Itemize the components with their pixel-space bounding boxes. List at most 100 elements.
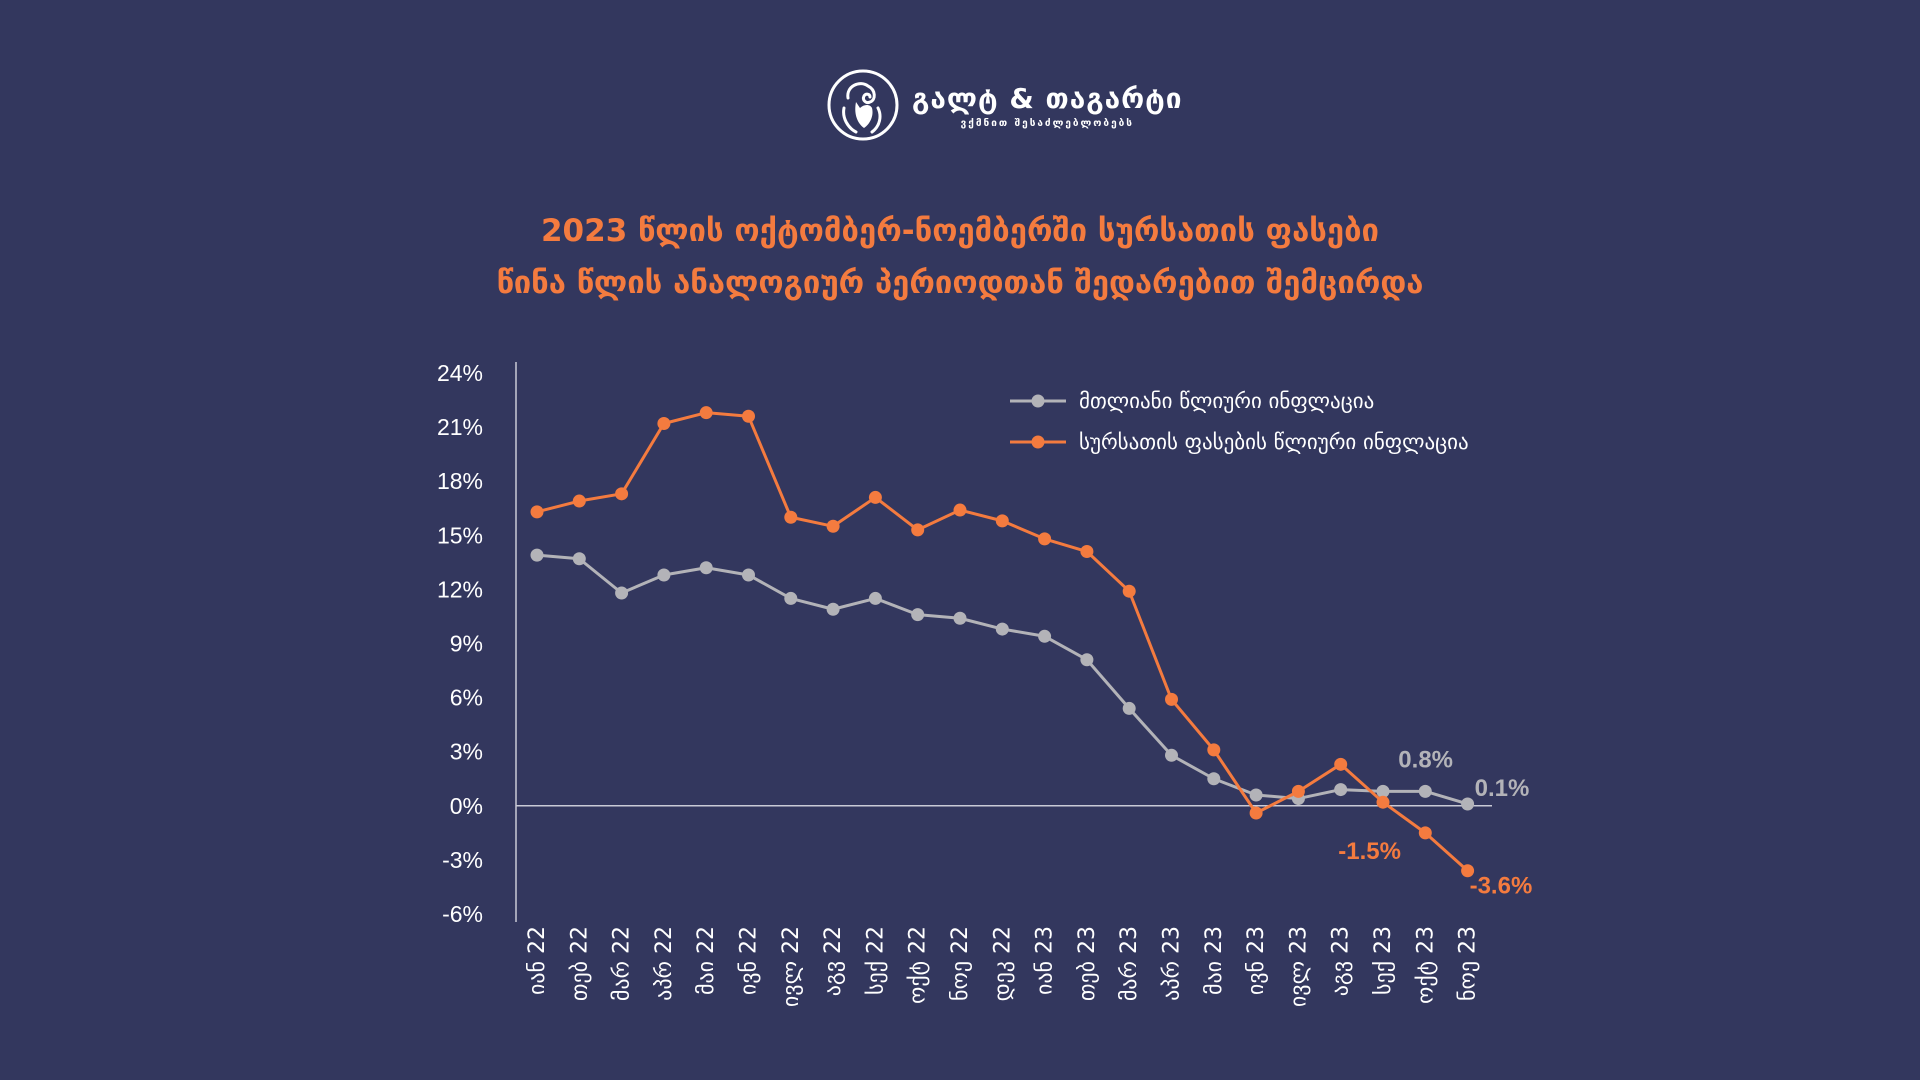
x-tick-label: დეკ 22 — [990, 926, 1015, 1001]
y-tick-label: 0% — [450, 793, 483, 819]
data-point — [1080, 653, 1094, 667]
legend-label: მთლიანი წლიური ინფლაცია — [1079, 389, 1374, 413]
data-point — [1038, 629, 1052, 643]
data-point — [742, 409, 755, 423]
data-point — [1122, 701, 1136, 715]
data-point — [1122, 584, 1136, 598]
title-line-2: წინა წლის ანალოგიურ პერიოდთან შედარებით … — [496, 265, 1424, 301]
data-point — [1418, 826, 1432, 840]
series-line — [536, 553, 1469, 806]
data-point — [572, 552, 586, 566]
data-point — [826, 602, 840, 616]
ram-logo-icon — [827, 69, 899, 141]
data-point — [1249, 788, 1263, 802]
data-point — [1418, 784, 1432, 798]
data-point — [1334, 783, 1348, 797]
x-tick-label: სექ 22 — [863, 926, 888, 995]
data-point — [530, 505, 544, 519]
data-point — [615, 586, 629, 600]
x-tick-label: ივლ 23 — [1286, 926, 1311, 1007]
y-tick-label: -3% — [442, 847, 483, 873]
x-tick-label: აპრ 22 — [652, 926, 677, 1001]
data-point — [995, 514, 1009, 528]
data-annotation: 0.1% — [1475, 775, 1530, 802]
y-axis-ticks: 24% 21% 18% 15% 12% 9% 6% 3% 0% -3% -6% — [437, 360, 483, 927]
title-line-1: 2023 წლის ოქტომბერ-ნოემბერში სურსათის ფა… — [540, 213, 1379, 249]
chart-axes — [515, 362, 1492, 922]
x-tick-label: ნოე 22 — [948, 926, 973, 1001]
x-tick-label: იან 22 — [525, 926, 550, 995]
chart-series — [530, 406, 1475, 878]
data-point — [784, 591, 798, 605]
y-tick-label: -6% — [442, 901, 483, 927]
chart-legend: მთლიანი წლიური ინფლაცია სურსათის ფასების … — [1010, 389, 1469, 454]
x-tick-label: ნოე 23 — [1456, 926, 1481, 1001]
data-point — [699, 561, 713, 575]
data-point — [911, 608, 925, 622]
logo-name: გალტ & თაგარტი — [912, 81, 1183, 115]
y-tick-label: 21% — [437, 414, 483, 440]
legend-label: სურსათის ფასების წლიური ინფლაცია — [1079, 430, 1469, 454]
data-point — [868, 591, 882, 605]
x-tick-label: ოქტ 22 — [906, 926, 931, 1004]
data-point — [953, 503, 967, 517]
company-logo: გალტ & თაგარტი ვქმნით შესაძლებლობებს — [826, 68, 1183, 142]
data-point — [784, 510, 798, 524]
x-tick-label: მაი 23 — [1202, 926, 1227, 995]
data-point — [530, 548, 544, 562]
data-point — [995, 622, 1009, 636]
x-axis-ticks: იან 22 თებ 22 მარ 22 აპრ 22 მაი 22 ივნ 22 ივლ … — [525, 926, 1481, 1007]
y-tick-label: 15% — [437, 522, 483, 548]
x-tick-label: მარ 22 — [610, 926, 635, 1001]
data-point — [1334, 757, 1348, 771]
data-point — [826, 519, 840, 533]
data-point — [657, 568, 671, 582]
x-tick-label: აგვ 23 — [1329, 926, 1354, 996]
x-tick-label: მარ 23 — [1117, 926, 1142, 1001]
x-tick-label: აპრ 23 — [1160, 926, 1185, 1001]
data-point — [1165, 748, 1178, 762]
x-tick-label: მაი 22 — [694, 926, 719, 995]
data-point — [953, 611, 967, 625]
x-tick-label: თებ 23 — [1075, 926, 1100, 1001]
y-tick-label: 12% — [437, 576, 483, 602]
data-point — [1461, 864, 1475, 878]
y-tick-label: 6% — [450, 685, 483, 711]
chart-annotations: 0.8% 0.1% -1.5% -3.6% — [1338, 746, 1532, 899]
x-tick-label: იან 23 — [1033, 926, 1058, 995]
data-annotation: 0.8% — [1398, 746, 1453, 773]
x-tick-label: თებ 22 — [567, 926, 592, 1001]
data-point — [1376, 795, 1390, 809]
data-point — [742, 568, 755, 582]
data-point — [1207, 743, 1221, 757]
y-tick-label: 24% — [437, 360, 483, 386]
data-point — [1038, 532, 1052, 546]
legend-marker — [1031, 394, 1045, 408]
data-point — [615, 487, 629, 501]
page-title: 2023 წლის ოქტომბერ-ნოემბერში სურსათის ფა… — [0, 205, 1920, 309]
x-tick-label: სექ 23 — [1371, 926, 1396, 995]
data-point — [911, 523, 925, 537]
series-line — [536, 411, 1469, 872]
data-annotation: -1.5% — [1338, 838, 1401, 865]
data-point — [1165, 692, 1178, 706]
x-tick-label: აგვ 22 — [821, 926, 846, 996]
data-point — [1376, 784, 1390, 798]
data-point — [1207, 772, 1221, 786]
data-point — [657, 416, 671, 430]
data-annotation: -3.6% — [1470, 873, 1533, 900]
x-tick-label: ივლ 22 — [779, 926, 804, 1007]
y-tick-label: 9% — [450, 631, 483, 657]
y-tick-label: 3% — [450, 739, 483, 765]
x-tick-label: ივნ 22 — [737, 926, 762, 995]
data-point — [1291, 784, 1305, 798]
data-point — [868, 490, 882, 504]
data-point — [1080, 545, 1094, 559]
data-point — [1461, 797, 1475, 811]
x-tick-label: ოქტ 23 — [1413, 926, 1438, 1004]
data-point — [699, 406, 713, 420]
y-tick-label: 18% — [437, 468, 483, 494]
legend-marker — [1031, 435, 1045, 449]
data-point — [572, 494, 586, 508]
